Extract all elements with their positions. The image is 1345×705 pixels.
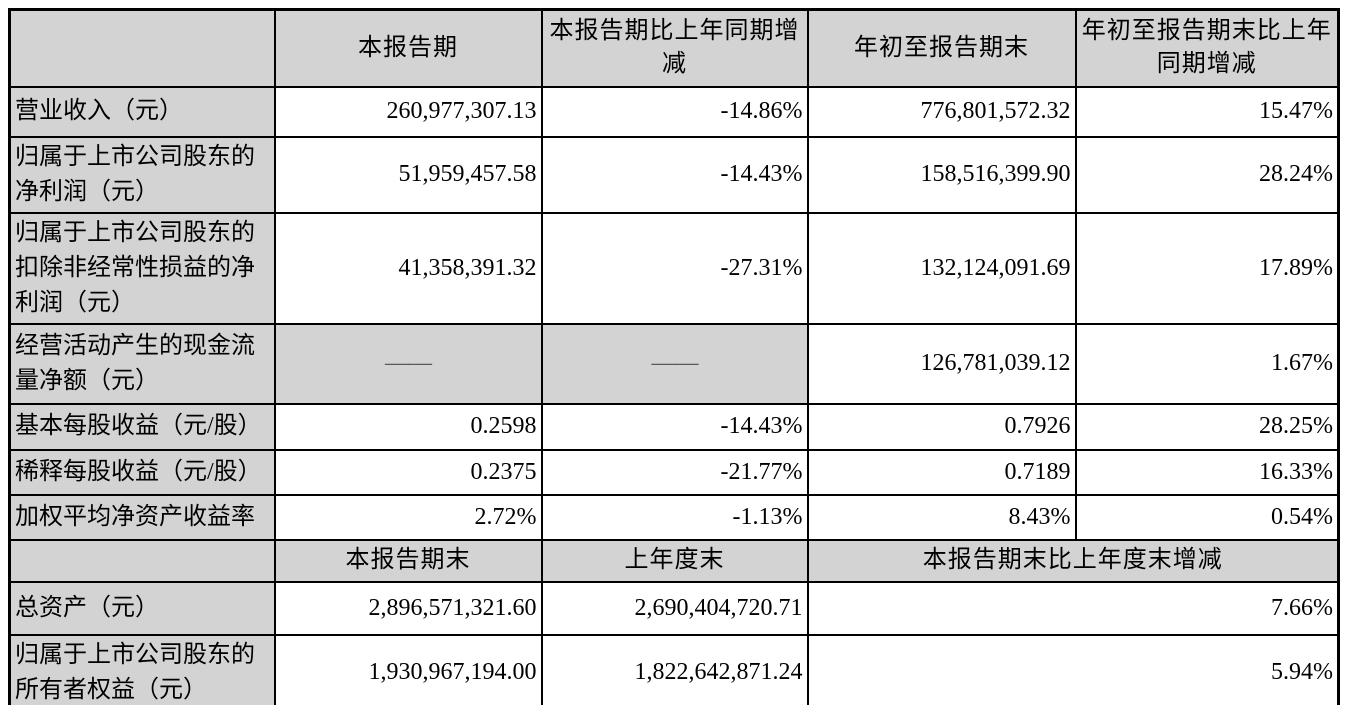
table-row-weighted-roe: 加权平均净资产收益率 2.72% -1.13% 8.43% 0.54%	[8, 493, 1340, 541]
cell-period-end: 1,930,967,194.00	[273, 633, 543, 705]
cell-prev-year-end: 1,822,642,871.24	[540, 633, 809, 705]
cell-current: 260,977,307.13	[273, 85, 543, 138]
cell-ytd: 0.7926	[806, 402, 1077, 451]
key-financials-table: 本报告期 本报告期比上年同期增减 年初至报告期末 年初至报告期末比上年同期增减 …	[8, 8, 1340, 705]
cell-period-end: 2,896,571,321.60	[273, 580, 543, 636]
table-row-total-assets: 总资产（元） 2,896,571,321.60 2,690,404,720.71…	[8, 580, 1340, 636]
table-row-basic-eps: 基本每股收益（元/股） 0.2598 -14.43% 0.7926 28.25%	[8, 402, 1340, 451]
cell-ytd-yoy: 17.89%	[1074, 211, 1340, 325]
cell-current: 51,959,457.58	[273, 135, 543, 214]
bottom-header-row: 本报告期末 上年度末 本报告期末比上年度末增减	[8, 538, 1340, 583]
cell-ytd: 0.7189	[806, 448, 1077, 496]
cell-ytd-yoy: 16.33%	[1074, 448, 1340, 496]
cell-yoy: -1.13%	[540, 493, 809, 541]
row-label: 稀释每股收益（元/股）	[8, 448, 276, 496]
row-label: 归属于上市公司股东的扣除非经常性损益的净利润（元）	[8, 211, 276, 325]
cell-ytd: 126,781,039.12	[806, 322, 1077, 405]
cell-ytd-yoy: 0.54%	[1074, 493, 1340, 541]
header-current-period-yoy: 本报告期比上年同期增减	[540, 8, 809, 88]
cell-current: 0.2598	[273, 402, 543, 451]
cell-ytd: 8.43%	[806, 493, 1077, 541]
table-row-net-profit: 归属于上市公司股东的净利润（元） 51,959,457.58 -14.43% 1…	[8, 135, 1340, 214]
cell-yoy: -14.86%	[540, 85, 809, 138]
row-label: 加权平均净资产收益率	[8, 493, 276, 541]
cell-yoy: -14.43%	[540, 135, 809, 214]
cell-current: 0.2375	[273, 448, 543, 496]
cell-ytd-yoy: 28.25%	[1074, 402, 1340, 451]
cell-change: 7.66%	[806, 580, 1340, 636]
cell-yoy-dash: ——	[540, 322, 809, 405]
cell-current: 41,358,391.32	[273, 211, 543, 325]
header-ytd-yoy: 年初至报告期末比上年同期增减	[1074, 8, 1340, 88]
header-period-end: 本报告期末	[273, 538, 543, 583]
row-label: 营业收入（元）	[8, 85, 276, 138]
row-label: 经营活动产生的现金流量净额（元）	[8, 322, 276, 405]
cell-yoy: -27.31%	[540, 211, 809, 325]
cell-ytd: 158,516,399.90	[806, 135, 1077, 214]
table-row-operating-cash-flow: 经营活动产生的现金流量净额（元） —— —— 126,781,039.12 1.…	[8, 322, 1340, 405]
row-label: 总资产（元）	[8, 580, 276, 636]
cell-change: 5.94%	[806, 633, 1340, 705]
cell-ytd: 776,801,572.32	[806, 85, 1077, 138]
cell-ytd-yoy: 28.24%	[1074, 135, 1340, 214]
header-current-period: 本报告期	[273, 8, 543, 88]
cell-ytd: 132,124,091.69	[806, 211, 1077, 325]
header-prev-year-end: 上年度末	[540, 538, 809, 583]
top-header-row: 本报告期 本报告期比上年同期增减 年初至报告期末 年初至报告期末比上年同期增减	[8, 8, 1340, 88]
cell-ytd-yoy: 1.67%	[1074, 322, 1340, 405]
row-label: 基本每股收益（元/股）	[8, 402, 276, 451]
cell-yoy: -14.43%	[540, 402, 809, 451]
header-ytd: 年初至报告期末	[806, 8, 1077, 88]
cell-current-dash: ——	[273, 322, 543, 405]
table-row-diluted-eps: 稀释每股收益（元/股） 0.2375 -21.77% 0.7189 16.33%	[8, 448, 1340, 496]
cell-ytd-yoy: 15.47%	[1074, 85, 1340, 138]
table-row-net-profit-excl-nonrecurring: 归属于上市公司股东的扣除非经常性损益的净利润（元） 41,358,391.32 …	[8, 211, 1340, 325]
row-label: 归属于上市公司股东的净利润（元）	[8, 135, 276, 214]
table-row-owners-equity: 归属于上市公司股东的所有者权益（元） 1,930,967,194.00 1,82…	[8, 633, 1340, 705]
header-period-end-change: 本报告期末比上年度末增减	[806, 538, 1340, 583]
cell-yoy: -21.77%	[540, 448, 809, 496]
table-row-revenue: 营业收入（元） 260,977,307.13 -14.86% 776,801,5…	[8, 85, 1340, 138]
corner-cell	[8, 538, 276, 583]
corner-cell	[8, 8, 276, 88]
row-label: 归属于上市公司股东的所有者权益（元）	[8, 633, 276, 705]
cell-current: 2.72%	[273, 493, 543, 541]
cell-prev-year-end: 2,690,404,720.71	[540, 580, 809, 636]
